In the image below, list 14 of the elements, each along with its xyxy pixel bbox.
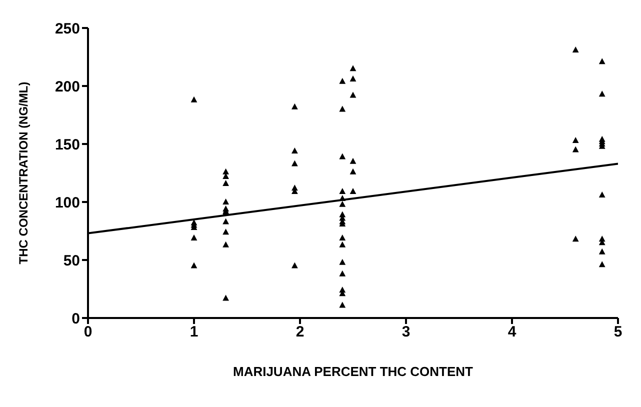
y-tick-label: 200	[54, 78, 80, 96]
y-tick-label: 50	[63, 252, 80, 270]
x-tick-label: 0	[84, 324, 92, 341]
y-tick-label: 0	[72, 310, 80, 328]
y-axis-title: THC CONCENTRATION (NG/ML)	[16, 82, 30, 264]
y-tick-label: 100	[54, 194, 80, 212]
y-tick-label: 150	[54, 136, 80, 154]
x-tick-label: 3	[402, 324, 410, 341]
x-axis-title: MARIJUANA PERCENT THC CONTENT	[232, 364, 474, 379]
x-tick-label: 4	[508, 324, 517, 341]
x-tick-label: 1	[190, 324, 198, 341]
x-tick-label: 5	[614, 324, 622, 341]
x-tick-label: 2	[296, 324, 304, 341]
y-tick-label: 250	[54, 20, 80, 38]
